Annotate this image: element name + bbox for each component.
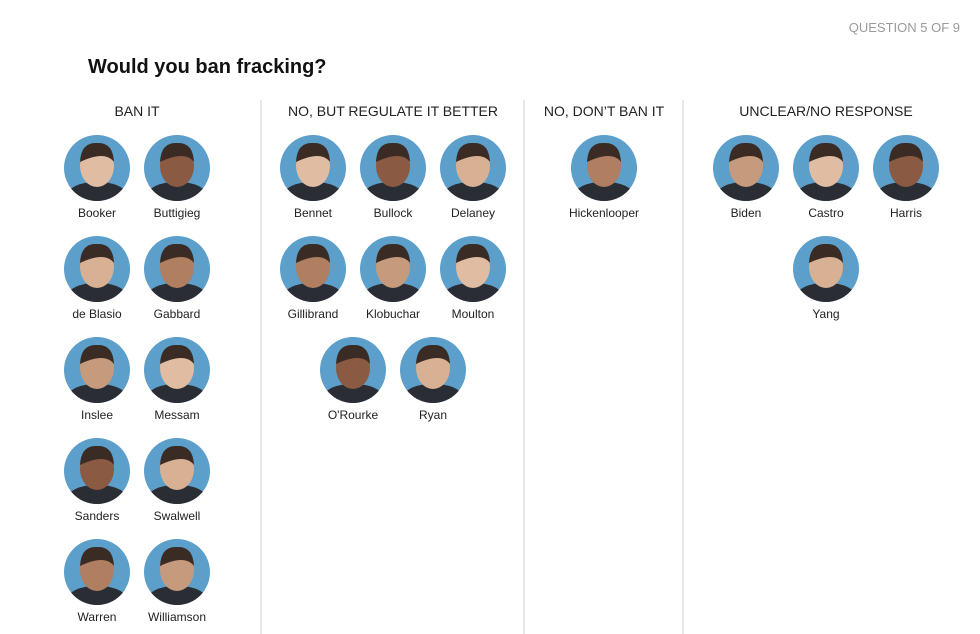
candidate: Bullock (360, 135, 426, 220)
hair (587, 142, 621, 162)
hair (416, 344, 450, 364)
hair (80, 243, 114, 263)
hair (729, 142, 763, 162)
candidate-name: Bullock (374, 206, 414, 220)
candidate-name: Swalwell (154, 509, 201, 523)
candidate-name: Ryan (419, 408, 447, 422)
candidate: Williamson (144, 539, 210, 624)
candidate-name: Williamson (148, 610, 206, 624)
candidate-name: Sanders (75, 509, 120, 523)
candidate-name: Booker (78, 206, 116, 220)
candidate: Gabbard (144, 236, 210, 321)
candidate: Swalwell (144, 438, 210, 523)
hair (889, 142, 923, 162)
candidate: Biden (713, 135, 779, 220)
candidate: Messam (144, 337, 210, 422)
candidate: Gillibrand (280, 236, 346, 321)
hair (160, 445, 194, 465)
candidate: Warren (64, 539, 130, 624)
hair (80, 344, 114, 364)
candidate-name: Inslee (81, 408, 113, 422)
candidate-name: Gillibrand (288, 307, 339, 321)
hair (376, 142, 410, 162)
candidate-name: de Blasio (72, 307, 122, 321)
column-heading: NO, DON’T BAN IT (544, 103, 665, 119)
candidate-name: Yang (812, 307, 839, 321)
candidate-name: Messam (154, 408, 199, 422)
hair (80, 546, 114, 566)
candidate: Yang (793, 236, 859, 321)
candidate-name: Hickenlooper (569, 206, 639, 220)
candidate-name: Warren (78, 610, 117, 624)
hair (809, 142, 843, 162)
hair (80, 445, 114, 465)
candidate-name: Gabbard (154, 307, 201, 321)
hair (296, 243, 330, 263)
candidate-name: Biden (731, 206, 762, 220)
candidate-name: Bennet (294, 206, 333, 220)
avatar-photo (64, 445, 130, 504)
hair (376, 243, 410, 263)
candidate-name: O'Rourke (328, 408, 379, 422)
candidate-name: Moulton (452, 307, 495, 321)
candidate: de Blasio (64, 236, 130, 321)
candidate: Bennet (280, 135, 346, 220)
progress-label: QUESTION 5 OF 9 (849, 20, 960, 35)
hair (809, 243, 843, 263)
candidate-name: Klobuchar (366, 307, 420, 321)
candidate: Harris (873, 135, 939, 220)
candidate-name: Castro (808, 206, 844, 220)
column-heading: UNCLEAR/NO RESPONSE (739, 103, 912, 119)
hair (80, 142, 114, 162)
candidate-name: Delaney (451, 206, 495, 220)
candidate: Sanders (64, 438, 130, 523)
hair (160, 344, 194, 364)
column-heading: BAN IT (114, 103, 160, 119)
hair (456, 142, 490, 162)
avatar-photo (360, 142, 426, 201)
hair (336, 344, 370, 364)
candidate-name: Harris (890, 206, 922, 220)
hair (160, 243, 194, 263)
candidate-name: Buttigieg (154, 206, 201, 220)
question-title: Would you ban fracking? (88, 56, 327, 78)
candidate: Booker (64, 135, 130, 220)
hair (160, 546, 194, 566)
candidate: Inslee (64, 337, 130, 422)
hair (456, 243, 490, 263)
candidate: O'Rourke (320, 337, 386, 422)
hair (160, 142, 194, 162)
hair (296, 142, 330, 162)
candidate: Klobuchar (360, 236, 426, 321)
candidate: Ryan (400, 337, 466, 422)
candidate: Buttigieg (144, 135, 210, 220)
candidate: Castro (793, 135, 859, 220)
candidate: Delaney (440, 135, 506, 220)
candidate: Hickenlooper (569, 135, 639, 220)
column-heading: NO, BUT REGULATE IT BETTER (288, 103, 498, 119)
candidate: Moulton (440, 236, 506, 321)
